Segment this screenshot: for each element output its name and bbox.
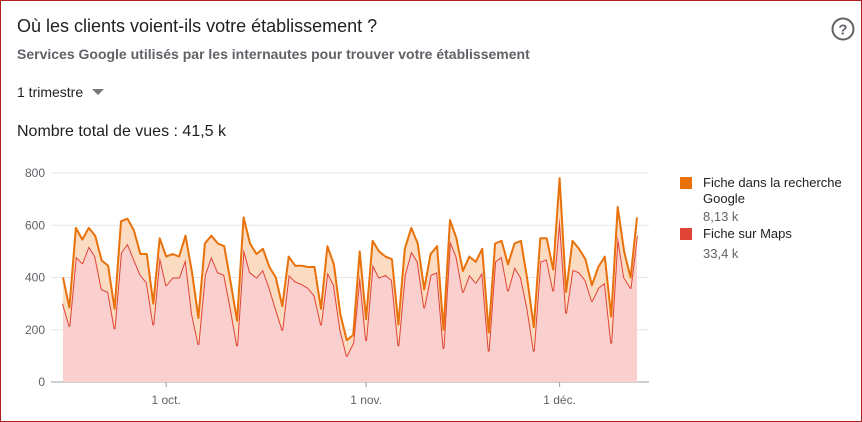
y-tick-label: 800 (25, 166, 45, 180)
title: Où les clients voient-ils votre établiss… (17, 16, 378, 36)
chart: 0 200 400 600 800 1 oct. 1 nov. 1 déc. Fiche dan… (25, 166, 842, 407)
x-tick-label: 1 déc. (543, 393, 576, 407)
help-icon[interactable]: ? (830, 16, 856, 42)
y-tick-label: 600 (25, 218, 45, 232)
area-fill (63, 178, 637, 356)
legend-label: Fiche dans la recherche Google (703, 175, 842, 206)
y-tick-label: 0 (38, 375, 45, 389)
svg-text:?: ? (838, 22, 847, 39)
legend-value: 8,13 k (703, 209, 739, 224)
area-line (62, 177, 638, 342)
subtitle: Services Google utilisés par les interna… (17, 46, 530, 62)
y-tick-label: 400 (25, 271, 45, 285)
y-tick-label: 200 (25, 323, 45, 337)
area-fill (63, 217, 637, 382)
legend-label: Fiche sur Maps (703, 226, 792, 241)
legend-swatch (680, 177, 692, 189)
total-views: Nombre total de vues : 41,5 k (17, 123, 226, 140)
dropdown-arrow (92, 89, 105, 95)
legend-value: 33,4 k (703, 246, 739, 261)
x-tick-label: 1 oct. (152, 393, 181, 407)
x-tick-label: 1 nov. (350, 393, 382, 407)
legend-swatch (680, 228, 692, 240)
period-select[interactable]: 1 trimestre (17, 84, 105, 100)
period-label: 1 trimestre (17, 84, 84, 100)
